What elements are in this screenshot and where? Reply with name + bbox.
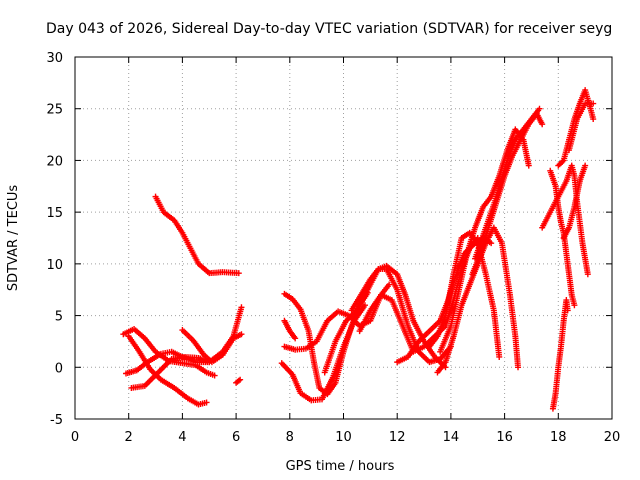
data-point <box>525 162 532 169</box>
data-point <box>539 121 546 128</box>
y-axis-label: SDTVAR / TECUs <box>6 185 21 292</box>
data-point <box>292 335 299 342</box>
data-point <box>203 399 210 406</box>
data-point <box>496 353 503 360</box>
data-point <box>590 100 597 107</box>
data-point <box>211 372 218 379</box>
data-point <box>515 364 522 371</box>
data-point <box>361 302 368 309</box>
data-point <box>238 304 245 311</box>
x-tick-label: 16 <box>496 430 513 445</box>
series-arc-1 <box>152 193 242 277</box>
series-arc-5 <box>128 353 213 391</box>
series-arc-24 <box>560 162 589 241</box>
y-tick-label: 10 <box>46 258 63 273</box>
data-point <box>584 271 591 278</box>
data-point <box>386 281 393 288</box>
chart-title: Day 043 of 2026, Sidereal Day-to-day VTE… <box>46 21 612 37</box>
data-point <box>564 307 571 314</box>
tick-labels: 0 2 4 6 8 10 12 14 16 18 20 -5 0 5 10 15 20 25 30 <box>46 51 620 445</box>
y-tick-label: 5 <box>55 310 63 325</box>
x-tick-label: 0 <box>71 430 79 445</box>
series-arc-23 <box>549 297 571 412</box>
data-point <box>582 162 589 169</box>
x-tick-label: 2 <box>125 430 133 445</box>
y-tick-label: 20 <box>46 154 63 169</box>
series-arc-9 <box>278 302 368 404</box>
x-tick-label: 10 <box>335 430 352 445</box>
series-arc-16 <box>426 229 503 360</box>
axis-ticks <box>74 56 613 420</box>
series-arc-6 <box>179 327 245 366</box>
series-arc-4 <box>125 333 210 408</box>
x-tick-label: 14 <box>443 430 460 445</box>
x-tick-label: 18 <box>550 430 567 445</box>
data-point <box>237 376 244 383</box>
series-arc-26 <box>566 100 597 154</box>
series-arc-20 <box>472 105 543 262</box>
data-point <box>238 331 245 338</box>
y-tick-label: 15 <box>46 206 63 221</box>
series-arc-17 <box>434 224 522 376</box>
data-point <box>590 116 597 123</box>
y-tick-label: 30 <box>46 51 63 66</box>
data-point <box>536 105 543 112</box>
data-point <box>235 270 242 277</box>
x-tick-label: 12 <box>389 430 406 445</box>
x-tick-label: 6 <box>232 430 240 445</box>
y-tick-label: 0 <box>55 361 63 376</box>
series-arc-11 <box>281 317 299 342</box>
data-point <box>488 240 495 247</box>
series-arc-19 <box>469 110 546 278</box>
x-tick-label: 20 <box>604 430 621 445</box>
data-marks <box>120 87 597 412</box>
y-tick-label: 25 <box>46 103 63 118</box>
x-tick-label: 8 <box>286 430 294 445</box>
grid-lines <box>75 57 612 419</box>
x-tick-label: 4 <box>178 430 186 445</box>
y-tick-label: -5 <box>50 413 63 428</box>
x-axis-label: GPS time / hours <box>286 459 395 474</box>
data-point <box>571 302 578 309</box>
series-arc-7 <box>233 376 244 386</box>
